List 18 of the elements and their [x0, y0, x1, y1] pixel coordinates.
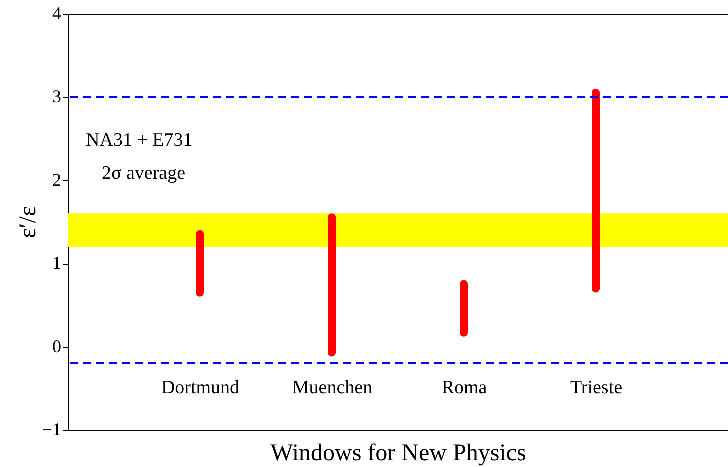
- x-tick-label: Trieste: [570, 378, 623, 398]
- x-tick-label: Roma: [442, 378, 488, 398]
- annotation: NA31 + E731: [86, 130, 193, 151]
- bar: [196, 230, 204, 297]
- y-tick-label: 3: [52, 86, 62, 107]
- bar: [592, 88, 600, 293]
- x-axis-title: Windows for New Physics: [270, 440, 526, 466]
- bar: [328, 214, 336, 357]
- y-tick-label: −1: [42, 420, 62, 440]
- y-tick-label: 4: [52, 4, 62, 24]
- y-axis-title: ε′/ε: [16, 206, 42, 239]
- x-tick-label: Dortmund: [161, 378, 240, 398]
- x-tick-label: Muenchen: [292, 378, 374, 398]
- y-tick-label: 1: [52, 253, 62, 274]
- y-tick-label: 0: [52, 336, 62, 356]
- annotation: 2σ average: [102, 163, 186, 184]
- bar: [460, 280, 468, 337]
- y-tick-label: 2: [52, 170, 62, 190]
